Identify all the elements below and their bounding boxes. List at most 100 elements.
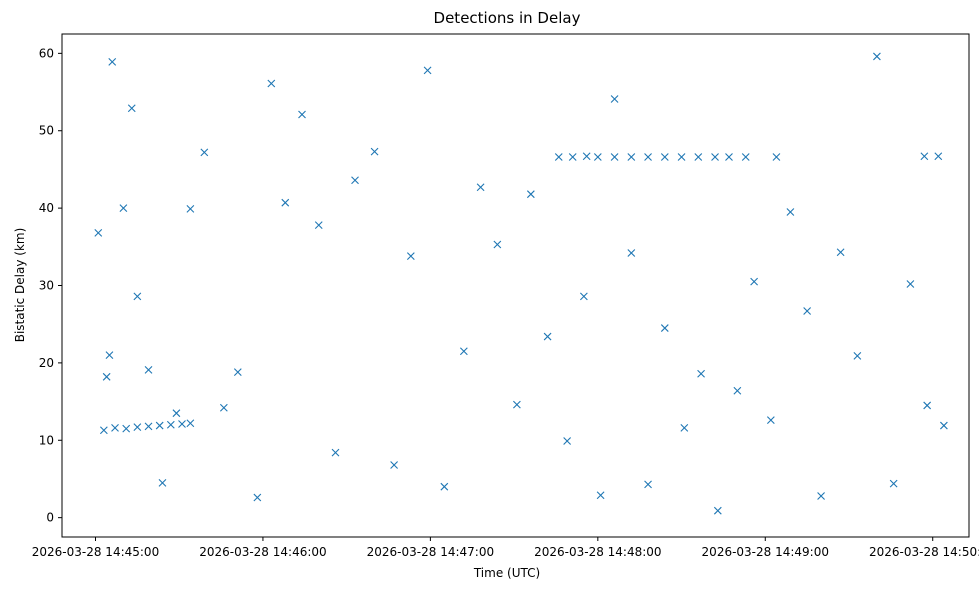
- data-point: [713, 506, 722, 515]
- data-point: [817, 492, 825, 500]
- data-point: [219, 403, 228, 412]
- y-tick-label: 50: [39, 124, 54, 138]
- data-point: [694, 153, 703, 161]
- data-point: [172, 409, 181, 418]
- data-point: [596, 491, 605, 500]
- y-tick-label: 20: [39, 356, 54, 370]
- data-point: [186, 205, 195, 213]
- data-point: [725, 153, 733, 161]
- plot-area: 2026-03-28 14:45:00 2026-03-28 14:46:00 20…: [32, 33, 979, 559]
- data-point: [563, 437, 572, 445]
- data-point: [108, 57, 117, 66]
- data-point: [440, 482, 449, 491]
- x-tick-label: 2026-03-28 14:49:00: [702, 545, 829, 559]
- data-points: [94, 52, 948, 515]
- data-point: [166, 420, 175, 429]
- data-point: [155, 421, 164, 430]
- data-point: [772, 153, 781, 161]
- data-point: [677, 153, 686, 161]
- data-point: [543, 332, 552, 341]
- data-point: [186, 419, 195, 428]
- data-point: [119, 204, 128, 213]
- x-axis-label: Time (UTC): [473, 566, 540, 580]
- x-axis-ticks: 2026-03-28 14:45:00 2026-03-28 14:46:00 20…: [32, 537, 979, 559]
- data-point: [697, 369, 705, 378]
- data-point: [554, 153, 563, 161]
- data-point: [610, 95, 619, 103]
- data-point: [906, 280, 915, 288]
- data-point: [733, 386, 742, 395]
- data-point: [582, 152, 591, 161]
- data-point: [923, 401, 932, 410]
- data-point: [920, 152, 929, 161]
- data-point: [853, 352, 862, 360]
- data-point: [178, 420, 186, 428]
- y-tick-label: 40: [39, 201, 54, 215]
- x-tick-label: 2026-03-28 14:50:00: [869, 545, 979, 559]
- data-point: [370, 147, 379, 156]
- data-point: [493, 240, 502, 249]
- x-tick-label: 2026-03-28 14:46:00: [199, 545, 326, 559]
- data-point: [786, 208, 795, 216]
- data-point: [627, 153, 636, 161]
- data-point: [644, 153, 652, 161]
- data-point: [627, 249, 636, 257]
- data-point: [111, 423, 119, 432]
- data-point: [711, 153, 719, 161]
- data-point: [939, 421, 948, 430]
- data-point: [281, 198, 290, 207]
- data-point: [741, 153, 750, 161]
- data-point: [99, 426, 108, 435]
- y-tick-label: 60: [39, 46, 54, 60]
- data-point: [873, 52, 881, 61]
- data-point: [610, 153, 619, 161]
- data-point: [593, 153, 602, 161]
- x-tick-label: 2026-03-28 14:45:00: [32, 545, 159, 559]
- y-axis-ticks: 0 10 20 30 40 50 60: [39, 46, 62, 525]
- data-point: [836, 248, 845, 257]
- data-point: [476, 183, 485, 192]
- data-point: [133, 292, 142, 301]
- data-point: [889, 479, 898, 488]
- data-point: [390, 461, 398, 469]
- data-point: [934, 152, 943, 161]
- data-point: [298, 110, 306, 119]
- data-point: [459, 347, 468, 356]
- data-point: [105, 351, 114, 360]
- data-point: [331, 448, 340, 457]
- data-point: [568, 153, 577, 161]
- data-point: [423, 66, 432, 75]
- data-point: [94, 228, 103, 237]
- chart-title: Detections in Delay: [434, 9, 581, 27]
- data-point: [122, 424, 131, 433]
- data-point: [526, 190, 535, 199]
- data-point: [351, 176, 359, 185]
- data-point: [680, 423, 689, 432]
- data-point: [579, 292, 588, 301]
- data-point: [200, 148, 209, 157]
- y-tick-label: 0: [46, 511, 54, 525]
- data-point: [406, 252, 415, 260]
- data-point: [314, 221, 323, 230]
- x-tick-label: 2026-03-28 14:47:00: [367, 545, 494, 559]
- data-point: [803, 307, 812, 315]
- data-point: [766, 416, 775, 425]
- data-point: [158, 478, 167, 487]
- y-axis-label: Bistatic Delay (km): [13, 228, 27, 343]
- data-point: [644, 480, 652, 489]
- data-point: [127, 104, 136, 113]
- data-point: [267, 79, 276, 88]
- y-tick-label: 30: [39, 279, 54, 293]
- data-point: [133, 423, 142, 432]
- data-point: [253, 493, 262, 502]
- y-tick-label: 10: [39, 433, 54, 447]
- x-tick-label: 2026-03-28 14:48:00: [534, 545, 661, 559]
- data-point: [750, 277, 758, 286]
- data-point: [660, 324, 669, 332]
- data-point: [513, 400, 521, 409]
- data-point: [144, 422, 153, 431]
- data-point: [102, 372, 111, 381]
- data-point: [233, 368, 242, 377]
